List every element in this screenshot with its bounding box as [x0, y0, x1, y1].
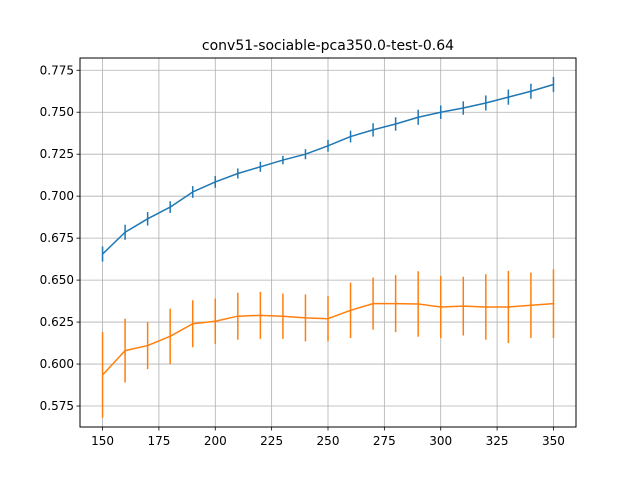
y-tick-label-3: 0.650 [40, 273, 74, 287]
x-tick-label-7: 325 [486, 434, 509, 448]
y-tick-label-2: 0.625 [40, 315, 74, 329]
x-tick-label-2: 200 [204, 434, 227, 448]
x-tick-label-6: 300 [429, 434, 452, 448]
x-tick-label-4: 250 [317, 434, 340, 448]
y-tick-label-5: 0.700 [40, 189, 74, 203]
x-tick-label-0: 150 [91, 434, 114, 448]
y-tick-label-8: 0.775 [40, 63, 74, 77]
series-0 [101, 76, 555, 262]
y-tick-label-0: 0.575 [40, 399, 74, 413]
chart-title: conv51-sociable-pca350.0-test-0.64 [202, 38, 454, 54]
y-tick-label-4: 0.675 [40, 231, 74, 245]
series-layer [101, 76, 555, 418]
x-tick-label-8: 350 [542, 434, 565, 448]
series-0-line [102, 83, 554, 255]
series-1-line [101, 302, 554, 376]
y-tick-label-7: 0.750 [40, 105, 74, 119]
series-1 [101, 269, 555, 418]
x-tick-label-1: 175 [147, 434, 170, 448]
y-tick-label-1: 0.600 [40, 357, 74, 371]
x-tick-label-5: 275 [373, 434, 396, 448]
y-tick-label-6: 0.725 [40, 147, 74, 161]
x-tick-label-3: 225 [260, 434, 283, 448]
ticks: 150 175 200 225 250 275 300 325 350 0.575 0.600 0.6… [40, 63, 565, 448]
